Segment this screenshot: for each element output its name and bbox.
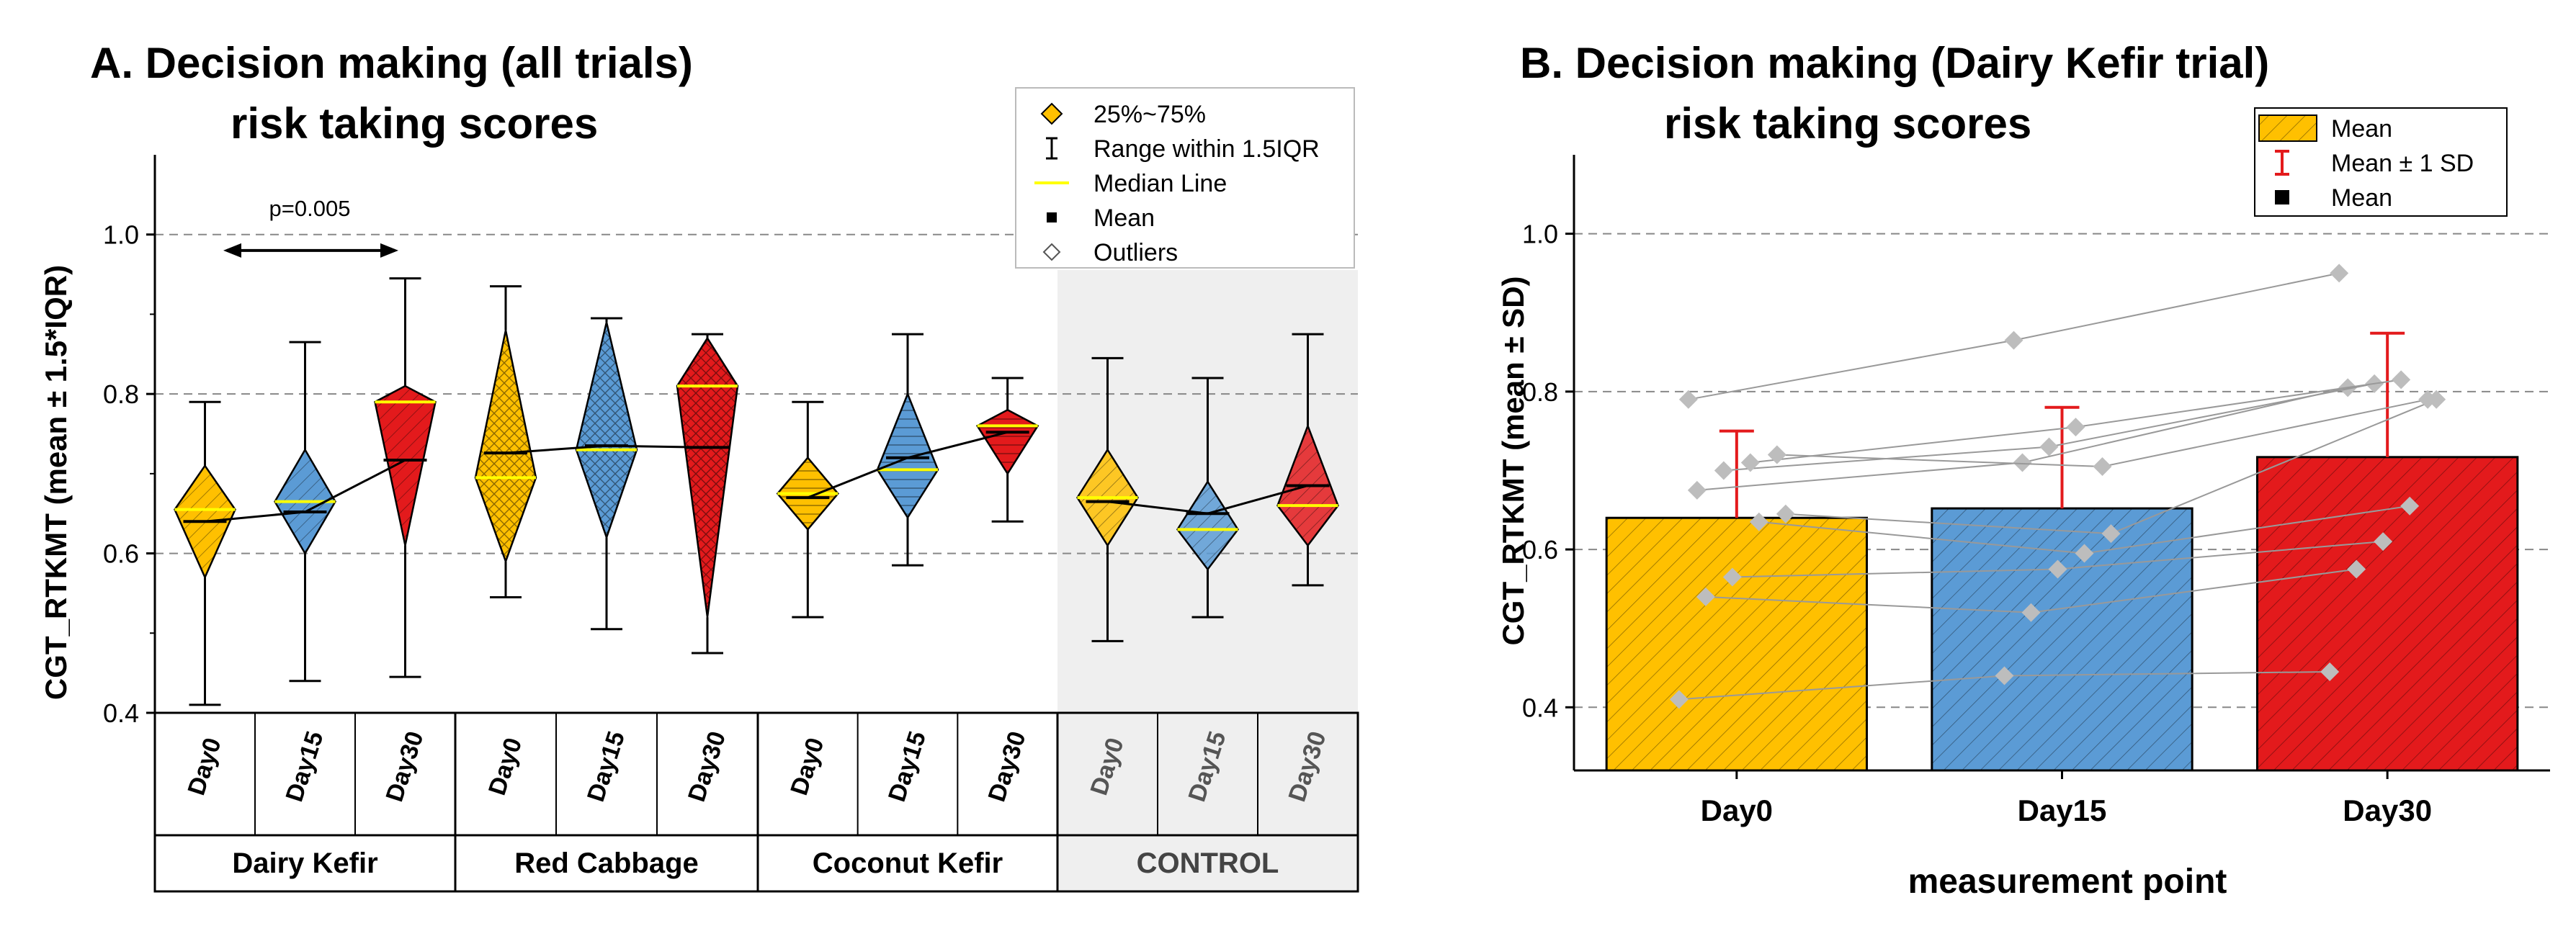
- legend-label: Mean: [2331, 184, 2392, 212]
- iqr-diamond-hatch: [877, 394, 938, 518]
- legend-range-icon: [1046, 137, 1057, 160]
- subject-point: [2101, 524, 2121, 544]
- panel-b-legend: Mean Mean ± 1 SD Mean: [2254, 107, 2508, 217]
- x-tick-label: Day30: [983, 728, 1032, 805]
- legend-mean-icon: [2275, 190, 2289, 204]
- subject-point: [2004, 330, 2023, 350]
- y-tick-label: 0.4: [103, 698, 139, 728]
- x-tick-label: Day15: [582, 728, 630, 805]
- mean-connector-line: [1107, 485, 1308, 515]
- subject-point: [1995, 666, 2014, 685]
- x-tick-label: Day30: [380, 728, 429, 805]
- subject-point: [2330, 264, 2349, 283]
- legend-bar-hatch: [2259, 115, 2317, 141]
- panel-a-legend: 25%~75% Range within 1.5IQR Median Line Mea…: [1015, 87, 1355, 269]
- x-tick-label: Day15: [2018, 793, 2107, 827]
- panel-b-title: B. Decision making (Dairy Kefir trial): [1520, 39, 2269, 87]
- subject-point: [2418, 390, 2438, 409]
- panel-a-plot-area: 0.4 0.6 0.8 1.0 Dairy Kefir Day0 Day15 Day30 Red…: [103, 155, 1359, 893]
- panel-a-title: A. Decision making (all trials): [90, 39, 693, 87]
- subject-point: [1696, 587, 1715, 606]
- group-label: Coconut Kefir: [813, 847, 1003, 879]
- subject-line: [1696, 387, 2348, 491]
- subject-point: [1669, 690, 1689, 709]
- legend-label: Mean: [1094, 204, 1155, 232]
- subject-point: [2039, 437, 2059, 456]
- subject-point: [1722, 567, 1742, 587]
- panel-b-bar-chart: B. Decision making (Dairy Kefir trial) r…: [1496, 39, 2550, 901]
- legend-label: Mean: [2331, 115, 2392, 143]
- legend-label: Mean ± 1 SD: [2331, 150, 2474, 177]
- y-tick-label: 0.8: [1522, 377, 1558, 407]
- mean-connector-line: [505, 444, 708, 454]
- panel-a-subtitle: risk taking scores: [231, 99, 598, 148]
- iqr-diamond-hatch: [576, 322, 637, 538]
- iqr-diamond-hatch: [677, 338, 738, 618]
- y-tick-label: 0.6: [103, 539, 139, 569]
- iqr-diamond-hatch: [375, 386, 436, 546]
- legend-diamond-icon: [1040, 102, 1063, 125]
- bar-hatch: [1931, 508, 2193, 770]
- arrowhead-right: [380, 243, 398, 258]
- panel-b-plot-area: Day0 Day15 Day30 0.4 0.6 0.8 1.0: [1522, 155, 2550, 827]
- x-tick-label: Day0: [1701, 793, 1773, 827]
- y-tick-label: 1.0: [103, 220, 139, 250]
- x-tick-label: Day30: [683, 728, 731, 805]
- subject-point: [2400, 496, 2420, 516]
- subject-point: [1678, 390, 1698, 409]
- subject-point: [1714, 461, 1733, 480]
- legend-sd-icon: [2275, 150, 2289, 176]
- subject-point: [2320, 662, 2340, 681]
- subject-point: [2048, 559, 2067, 579]
- panel-b-x-axis-label: measurement point: [1908, 863, 2227, 901]
- subject-point: [1749, 512, 1768, 531]
- subject-point: [1687, 480, 1707, 500]
- legend-outlier-icon: [1042, 243, 1061, 261]
- group-label: Dairy Kefir: [232, 847, 377, 879]
- x-tick-label: Day0: [785, 734, 829, 799]
- y-tick-label: 1.0: [1522, 220, 1558, 249]
- group-label: CONTROL: [1137, 847, 1279, 879]
- y-tick-label: 0.6: [1522, 535, 1558, 565]
- subject-point: [2021, 603, 2041, 622]
- x-tick-label: Day0: [182, 734, 226, 799]
- panel-b-y-axis-label: CGT_RTKMT (mean ± SD): [1496, 276, 1530, 645]
- subject-point: [2093, 456, 2112, 476]
- subject-point: [1776, 504, 1795, 523]
- panel-a-box-chart: A. Decision making (all trials) risk tak…: [39, 39, 1359, 893]
- legend-label: 25%~75%: [1094, 101, 1206, 128]
- x-tick-label: Day15: [883, 728, 931, 805]
- group-label: Red Cabbage: [514, 847, 699, 879]
- mean-connector-line: [205, 459, 406, 523]
- legend-mean-icon: [1047, 212, 1057, 222]
- subject-point: [1767, 445, 1786, 464]
- panel-a-annotation: p=0.005: [269, 196, 351, 221]
- subject-point: [2066, 418, 2085, 437]
- bar-hatch: [2257, 456, 2518, 770]
- legend-label: Range within 1.5IQR: [1094, 135, 1320, 163]
- panel-a-y-axis-label: CGT_RTKMT (mean ± 1.5*IQR): [39, 265, 73, 700]
- subject-point: [1740, 453, 1760, 472]
- y-tick-label: 0.8: [103, 379, 139, 409]
- bar-hatch: [1606, 518, 1867, 770]
- subject-point: [2075, 544, 2094, 563]
- subject-point: [2013, 453, 2032, 472]
- x-tick-label: Day30: [2343, 793, 2432, 827]
- arrowhead-left: [223, 243, 241, 258]
- iqr-diamond-hatch: [475, 330, 536, 562]
- mean-connector-line: [807, 431, 1009, 499]
- subject-point: [2392, 370, 2411, 390]
- subject-point: [2347, 559, 2366, 579]
- iqr-diamond-hatch: [1177, 481, 1238, 570]
- x-tick-label: Day0: [483, 734, 527, 799]
- x-tick-label: Day15: [280, 728, 328, 805]
- subject-point: [2374, 532, 2393, 552]
- y-tick-label: 0.4: [1522, 693, 1558, 722]
- legend-box: [1015, 87, 1355, 269]
- panel-b-subtitle: risk taking scores: [1664, 99, 2031, 148]
- category-table: [153, 711, 1359, 893]
- legend-label: Outliers: [1094, 239, 1178, 266]
- legend-label: Median Line: [1094, 170, 1227, 197]
